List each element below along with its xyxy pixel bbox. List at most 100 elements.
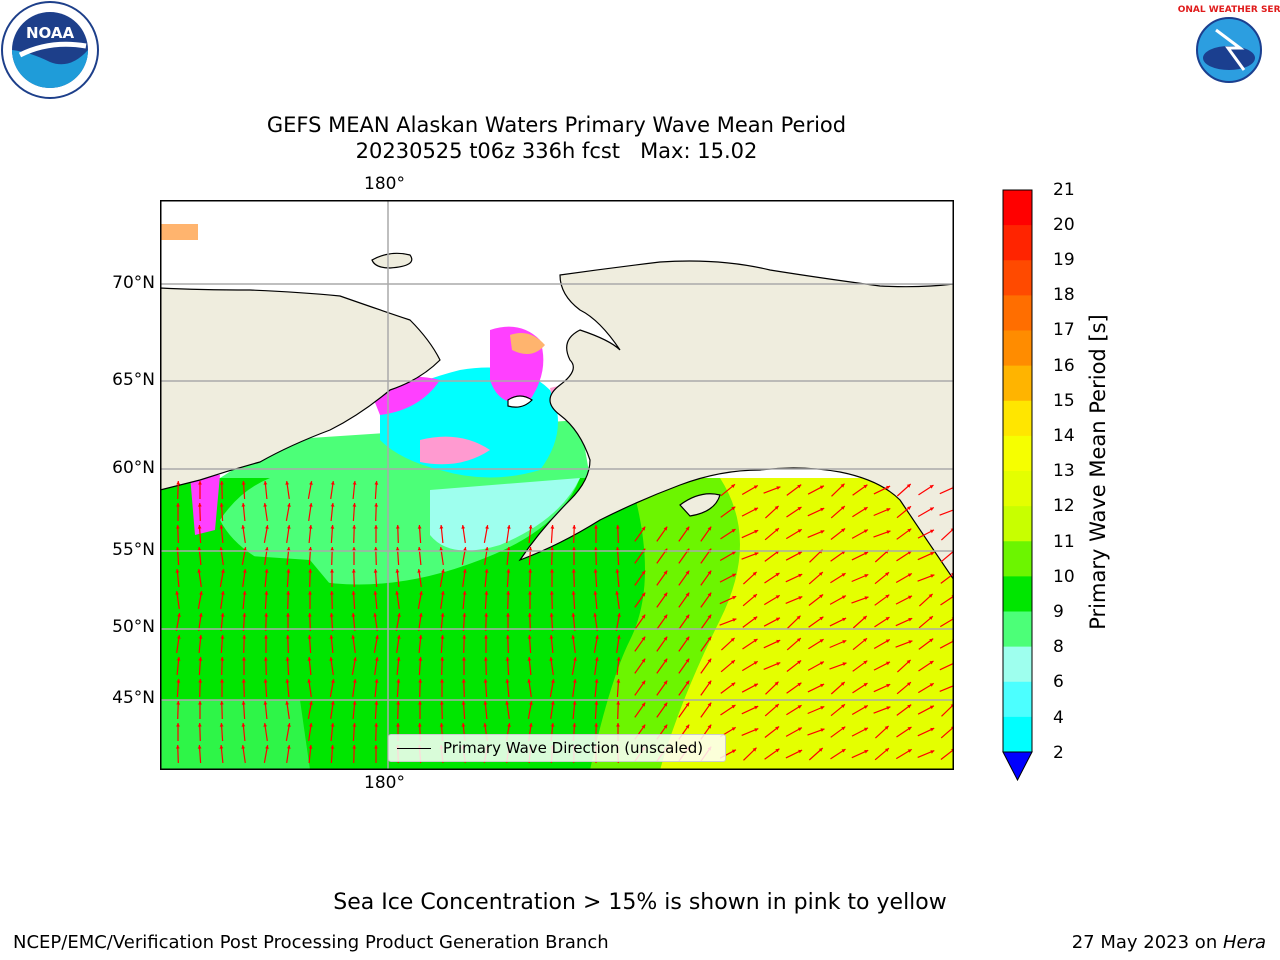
wave-arrow-head [528, 723, 533, 727]
wave-arrow-head [176, 635, 181, 639]
wave-arrow-head [418, 679, 423, 683]
wave-arrow-head [594, 657, 599, 661]
wave-arrow-head [175, 591, 180, 595]
wave-arrow-head [930, 552, 935, 556]
wave-arrow-head [707, 636, 712, 641]
wave-arrow-head [198, 657, 203, 661]
wave-arrow-head [863, 638, 867, 642]
sea-ice-note: Sea Ice Concentration > 15% is shown in … [333, 890, 947, 915]
wave-arrow-head [820, 683, 825, 688]
wave-arrow-head [219, 701, 224, 705]
wave-arrow-head [263, 701, 268, 705]
wave-arrow-head [417, 547, 422, 551]
cb-tick-20: 20 [1053, 215, 1075, 235]
wave-arrow-head [285, 635, 290, 639]
wave-arrow-head [396, 723, 400, 727]
colorbar [1002, 189, 1033, 782]
wave-arrow-head [177, 613, 181, 617]
wave-arrow-head [842, 662, 847, 666]
wave-arrow-head [462, 613, 467, 617]
wave-arrow-head [663, 526, 668, 531]
wave-arrow-head [440, 679, 444, 683]
wave-arrow-head [571, 635, 576, 639]
wave-arrow-head [663, 724, 668, 729]
wave-arrow-head [286, 745, 291, 749]
wave-arrow-head [754, 552, 759, 556]
cb-tick-21: 21 [1053, 180, 1075, 200]
wave-arrow-head [175, 569, 180, 573]
wave-arrow-head [417, 525, 422, 529]
wave-arrow-head [616, 701, 621, 705]
colorbar-block [1003, 541, 1032, 577]
wave-arrow-head [330, 569, 334, 573]
wave-arrow-head [754, 705, 759, 710]
map-legend: Primary Wave Direction (unscaled) [388, 734, 726, 762]
wave-arrow-head [616, 723, 620, 727]
cb-tick-10: 10 [1053, 567, 1075, 587]
footer-date-text: 27 May 2023 on [1071, 932, 1223, 953]
wave-arrow-head [572, 525, 577, 529]
wave-arrow-head [528, 525, 533, 529]
wave-arrow-head [840, 506, 845, 510]
wave-arrow-head [907, 506, 911, 510]
wave-arrow-head [549, 613, 554, 617]
wave-arrow-head [707, 680, 712, 685]
wave-arrow-head [308, 745, 313, 749]
wave-arrow-head [484, 635, 488, 639]
wave-arrow-head [197, 745, 202, 749]
wave-arrow-head [219, 481, 224, 485]
plot-title: GEFS MEAN Alaskan Waters Primary Wave Me… [0, 112, 1113, 164]
wave-arrow-head [908, 618, 913, 622]
wave-arrow-head [330, 481, 335, 485]
wave-arrow-head [285, 679, 290, 683]
wave-arrow-head [886, 684, 891, 688]
wave-arrow-head [462, 635, 467, 639]
wave-arrow-head [841, 749, 846, 753]
wave-arrow-head [571, 613, 576, 617]
wave-arrow-head [242, 657, 246, 661]
wave-arrow-head [615, 569, 620, 573]
wave-arrow-head [264, 569, 269, 573]
wave-arrow-head [550, 525, 555, 529]
wave-arrow-head [840, 483, 845, 488]
wave-arrow-head [352, 481, 357, 485]
wave-arrow-head [241, 701, 246, 705]
wave-arrow-head [819, 594, 824, 599]
wave-arrow-head [753, 683, 758, 688]
wave-arrow-head [219, 503, 224, 507]
wave-arrow-head [641, 658, 646, 663]
wave-arrow-head [241, 723, 246, 727]
wave-arrow-head [352, 745, 357, 749]
colorbar-frame [1002, 189, 1033, 753]
wave-arrow-head [263, 679, 268, 683]
wave-arrow-head [439, 701, 444, 705]
wave-arrow-head [440, 657, 445, 661]
colorbar-block [1003, 435, 1032, 472]
wave-arrow-head [863, 683, 868, 687]
footer-date: 27 May 2023 on Hera [1072, 932, 1266, 953]
colorbar-block [1003, 400, 1032, 437]
wave-arrow-head [842, 640, 847, 644]
wave-arrow-head [731, 749, 736, 754]
wave-arrow-head [375, 635, 379, 639]
wave-arrow-head [929, 661, 934, 665]
wave-arrow-head [731, 705, 736, 709]
nws-logo: NATIONAL WEATHER SERVICE [1178, 4, 1280, 96]
wave-arrow-head [264, 635, 268, 639]
footer-host: Hera [1222, 932, 1266, 953]
wave-arrow-head [731, 506, 736, 511]
wave-arrow-head [641, 680, 646, 685]
wave-arrow-head [754, 507, 758, 512]
cb-tick-15: 15 [1053, 391, 1075, 411]
lat-label-45: 45°N [112, 688, 155, 708]
lat-label-55: 55°N [112, 540, 155, 560]
wave-arrow-head [285, 481, 290, 485]
wave-arrow-head [351, 569, 356, 573]
wave-arrow-head [930, 574, 935, 578]
wave-arrow-head [685, 636, 690, 641]
lon-label-top: 180° [364, 174, 405, 194]
cb-tick-19: 19 [1053, 250, 1075, 270]
wave-arrow-head [505, 679, 510, 683]
colorbar-under-triangle [1002, 751, 1033, 782]
wave-arrow-head [707, 614, 712, 619]
